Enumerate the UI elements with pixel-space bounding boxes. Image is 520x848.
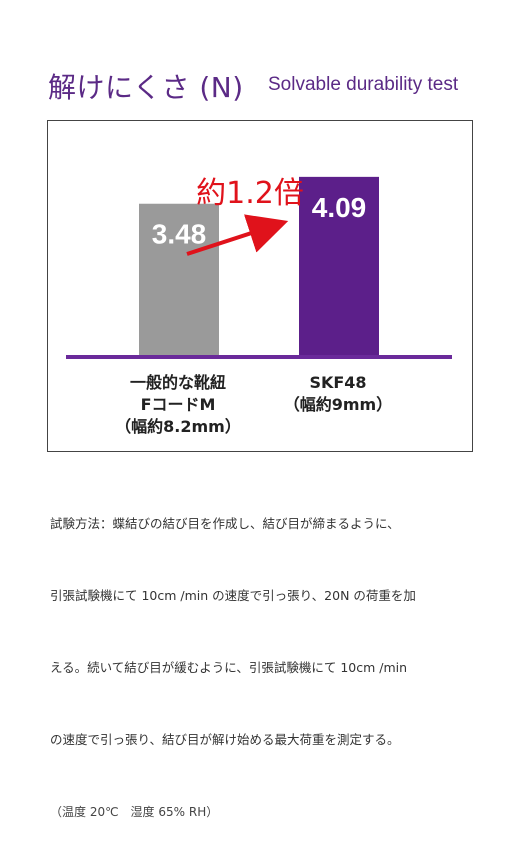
bar-chart: 3.48 4.09 約1.2倍	[66, 176, 452, 359]
ratio-annotation: 約1.2倍	[196, 176, 304, 211]
bar-0	[139, 203, 219, 357]
chart-title-en: Solvable durability test	[268, 74, 459, 95]
conditions-note: （温度 20℃ 湿度 65% RH）	[50, 805, 219, 819]
description-line: える。続いて結び目が緩むように、引張試験機にて 10cm /min	[50, 660, 408, 675]
category-label-skf48: SKF48 （幅約9mm）	[283, 373, 393, 414]
chart-frame	[47, 120, 473, 452]
test-method-description: 試験方法：蝶結びの結び目を作成し、結び目が締まるように、 引張試験機にて 10c…	[50, 464, 475, 848]
chart-title-jp: 解けにくさ (N)	[48, 71, 244, 104]
bar-1	[299, 176, 379, 357]
bar-value-label-0: 3.48	[152, 219, 207, 250]
bar-value-label-1: 4.09	[312, 192, 367, 223]
description-line: の速度で引っ張り、結び目が解け始める最大荷重を測定する。	[50, 732, 400, 747]
category-label-generic-lace: 一般的な靴紐 FコードM （幅約8.2mm）	[115, 373, 241, 436]
description-line: 引張試験機にて 10cm /min の速度で引っ張り、20N の荷重を加	[50, 588, 416, 603]
description-line: 試験方法：蝶結びの結び目を作成し、結び目が締まるように、	[50, 516, 400, 531]
increase-arrow	[186, 214, 289, 256]
